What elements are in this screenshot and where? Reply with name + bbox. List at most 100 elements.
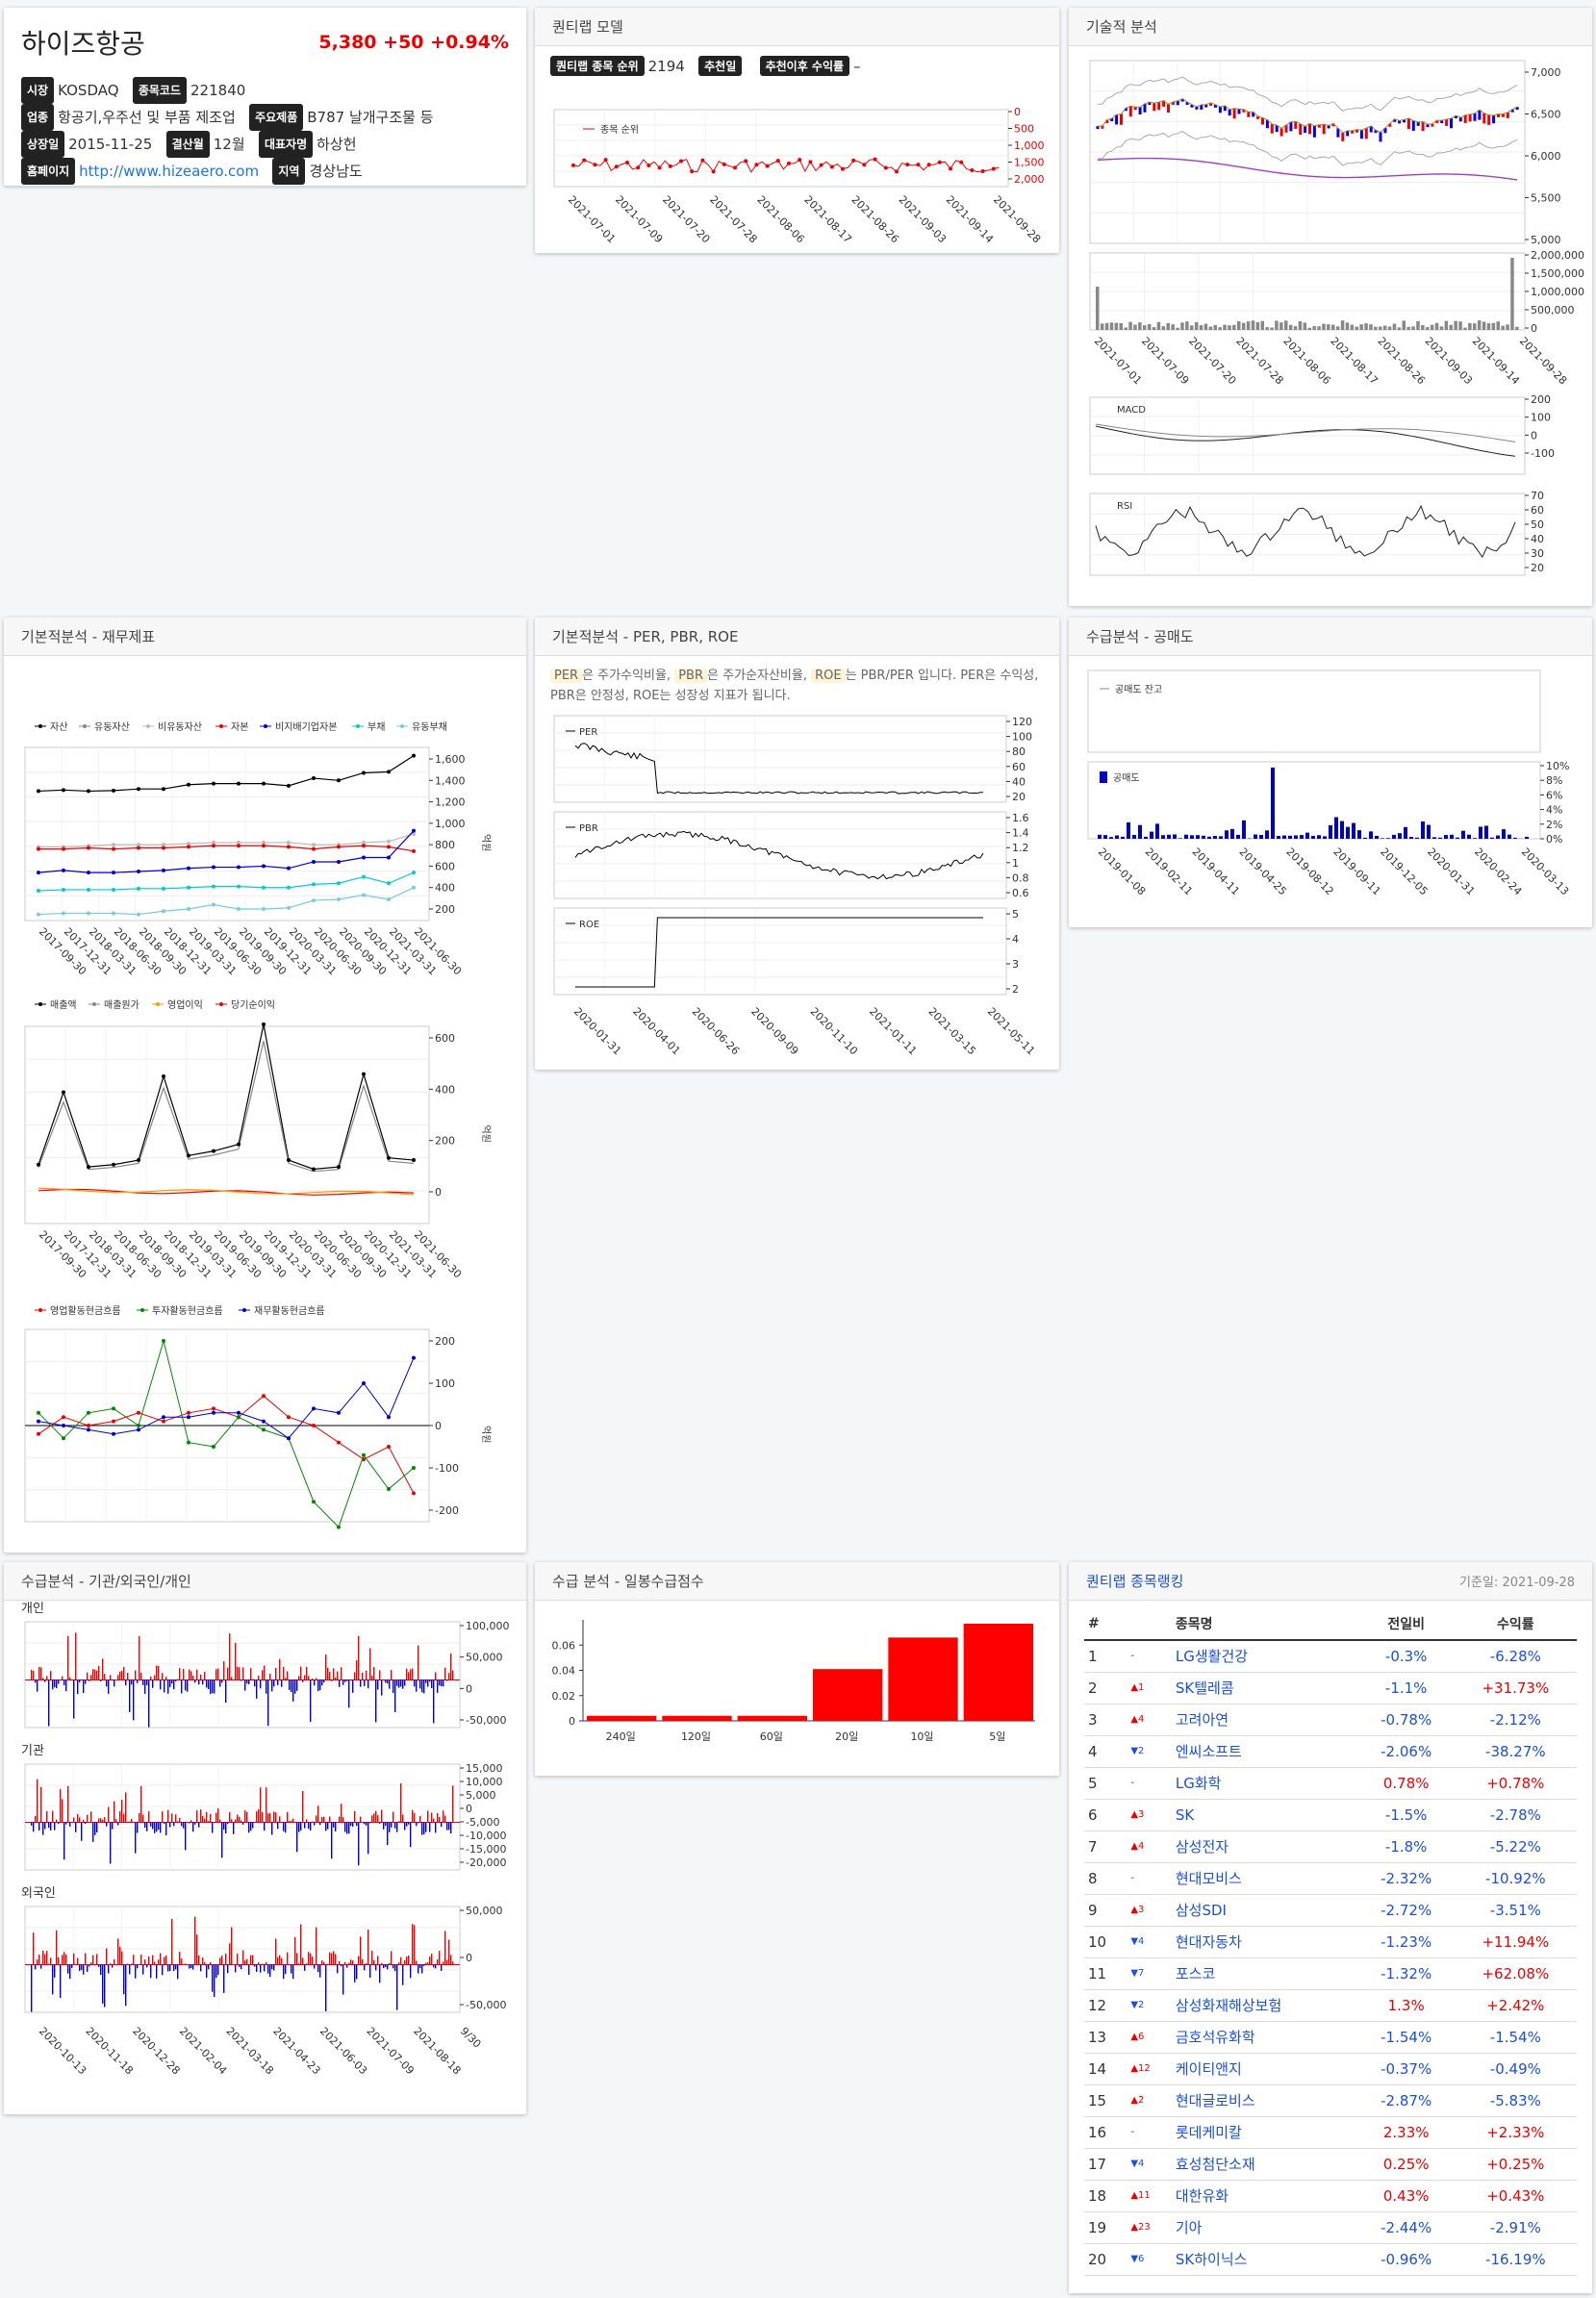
table-row[interactable]: 3 ▲4 고려아연 -0.78% -2.12% [1084, 1704, 1577, 1736]
homepage-link[interactable]: http://www.hizeaero.com [79, 163, 260, 180]
stock-name-link[interactable]: 삼성SDI [1171, 1894, 1358, 1927]
flow-bar [131, 1818, 133, 1823]
plot-frame [553, 109, 1009, 188]
volume-bar [1109, 322, 1114, 330]
stock-name-link[interactable]: 포스코 [1171, 1957, 1358, 1990]
stock-name-link[interactable]: LG화학 [1171, 1767, 1358, 1800]
flow-bar [346, 1964, 348, 1968]
stock-name-link[interactable]: 롯데케미칼 [1171, 2116, 1358, 2149]
flow-bar [142, 1679, 144, 1685]
table-row[interactable]: 1- LG생활건강 -0.3% -6.28% [1084, 1640, 1577, 1673]
bs-line [38, 833, 415, 847]
table-row[interactable]: 20 ▼6 SK하이닉스 -0.96% -16.19% [1084, 2243, 1577, 2276]
short-bar [1334, 817, 1338, 839]
y-tick-label: 600 [435, 860, 455, 872]
y-tick-label: 6,000 [1531, 150, 1561, 163]
table-row[interactable]: 6 ▲3 SK -1.5% -2.78% [1084, 1799, 1577, 1831]
stock-name-link[interactable]: 대한유화 [1171, 2180, 1358, 2212]
y-tick-label: 20 [1531, 562, 1544, 574]
flow-bar [38, 1955, 40, 1965]
cf-point [237, 1410, 241, 1415]
flow-bar [158, 1959, 160, 1965]
stock-name-link[interactable]: 삼성전자 [1171, 1831, 1358, 1863]
table-row[interactable]: 11 ▼7 포스코 -1.32% +62.08% [1084, 1957, 1577, 1990]
daily-change-cell: -2.87% [1357, 2084, 1455, 2117]
bs-point [237, 907, 241, 911]
stock-name-link[interactable]: 현대모비스 [1171, 1862, 1358, 1895]
flow-bar [412, 1809, 414, 1823]
flow-bar [408, 1822, 410, 1825]
stock-name-link[interactable]: 현대글로비스 [1171, 2084, 1358, 2117]
flow-bar [246, 1958, 248, 1965]
stock-name-link[interactable]: 고려아연 [1171, 1704, 1358, 1736]
table-row[interactable]: 8- 현대모비스 -2.32% -10.92% [1084, 1862, 1577, 1895]
table-row[interactable]: 5- LG화학 0.78% +0.78% [1084, 1767, 1577, 1800]
table-row[interactable]: 13 ▲6 금호석유화학 -1.54% -1.54% [1084, 2021, 1577, 2054]
volume-bar [1331, 324, 1335, 330]
stock-name-link[interactable]: LG생활건강 [1171, 1640, 1358, 1673]
flow-bar [452, 1785, 454, 1823]
short-bar [1427, 824, 1431, 839]
flow-bar [52, 1810, 54, 1823]
stock-name-link[interactable]: SK텔레콤 [1171, 1672, 1358, 1705]
volume-bar [1133, 324, 1137, 330]
score-bar [813, 1669, 883, 1721]
flow-bar [308, 1822, 310, 1830]
cf-point [212, 1410, 215, 1415]
table-row[interactable]: 2 ▲1 SK텔레콤 -1.1% +31.73% [1084, 1672, 1577, 1705]
bs-point [412, 885, 416, 890]
flow-bar [350, 1822, 352, 1827]
table-row[interactable]: 10 ▼4 현대자동차 -1.23% +11.94% [1084, 1926, 1577, 1958]
table-row[interactable]: 17 ▼4 효성첨단소재 0.25% +0.25% [1084, 2148, 1577, 2181]
table-row[interactable]: 19 ▲23 기아 -2.44% -2.91% [1084, 2211, 1577, 2244]
legend-label: 자본 [231, 721, 248, 733]
daily-change-cell: -2.72% [1357, 1894, 1455, 1927]
short-bar [1381, 838, 1384, 839]
table-row[interactable]: 12 ▼2 삼성화재해상보험 1.3% +2.42% [1084, 1989, 1577, 2022]
candle [1153, 103, 1156, 112]
flow-bar [366, 1822, 367, 1826]
stock-name-link[interactable]: 엔씨소프트 [1171, 1735, 1358, 1768]
table-row[interactable]: 4 ▼2 엔씨소프트 -2.06% -38.27% [1084, 1735, 1577, 1768]
flow-bar [227, 1667, 229, 1680]
flow-bar [164, 1679, 165, 1693]
table-row[interactable]: 18 ▲11 대한유화 0.43% +0.43% [1084, 2180, 1577, 2212]
flow-bar [227, 1822, 229, 1825]
candle [1473, 113, 1477, 121]
table-row[interactable]: 7 ▲4 삼성전자 -1.8% -5.22% [1084, 1831, 1577, 1863]
stock-name-link[interactable]: SK하이닉스 [1171, 2243, 1358, 2276]
table-row[interactable]: 15 ▲2 현대글로비스 -2.87% -5.83% [1084, 2084, 1577, 2117]
flow-bar [175, 1814, 177, 1823]
flow-bar [164, 1822, 165, 1824]
flow-bar [152, 1955, 154, 1965]
candle [1482, 113, 1486, 124]
flow-bar [398, 1821, 400, 1823]
short-bar [1375, 835, 1379, 839]
stock-name-link[interactable]: SK [1171, 1799, 1358, 1831]
candle [1279, 128, 1283, 137]
volume-bar [1327, 324, 1330, 330]
return-cell: -1.54% [1454, 2021, 1577, 2054]
flow-bar [364, 1679, 366, 1686]
flow-bar [104, 1964, 106, 2008]
flow-bar [171, 1813, 173, 1823]
stock-name-link[interactable]: 효성첨단소재 [1171, 2148, 1358, 2181]
flow-bar [302, 1791, 304, 1823]
flow-bar [235, 1819, 237, 1823]
short-bar [1236, 834, 1240, 839]
flow-bar [369, 1648, 371, 1680]
table-row[interactable]: 9 ▲3 삼성SDI -2.72% -3.51% [1084, 1894, 1577, 1927]
stock-name-link[interactable]: 삼성화재해상보험 [1171, 1989, 1358, 2022]
stock-name-link[interactable]: 기아 [1171, 2211, 1358, 2244]
stock-name-link[interactable]: 현대자동차 [1171, 1926, 1358, 1958]
stock-name-link[interactable]: 케이티앤지 [1171, 2053, 1358, 2085]
ranking-title: 퀀티랩 종목랭킹 [1086, 1573, 1184, 1590]
flow-bar [439, 1951, 441, 1965]
flow-bar [38, 1667, 40, 1680]
flow-bar [264, 1665, 266, 1680]
table-row[interactable]: 14 ▲12 케이티앤지 -0.37% -0.49% [1084, 2053, 1577, 2085]
stock-name-link[interactable]: 금호석유화학 [1171, 2021, 1358, 2054]
flow-bar [323, 1816, 325, 1823]
short-bar [1415, 837, 1419, 839]
table-row[interactable]: 16- 롯데케미칼 2.33% +2.33% [1084, 2116, 1577, 2149]
